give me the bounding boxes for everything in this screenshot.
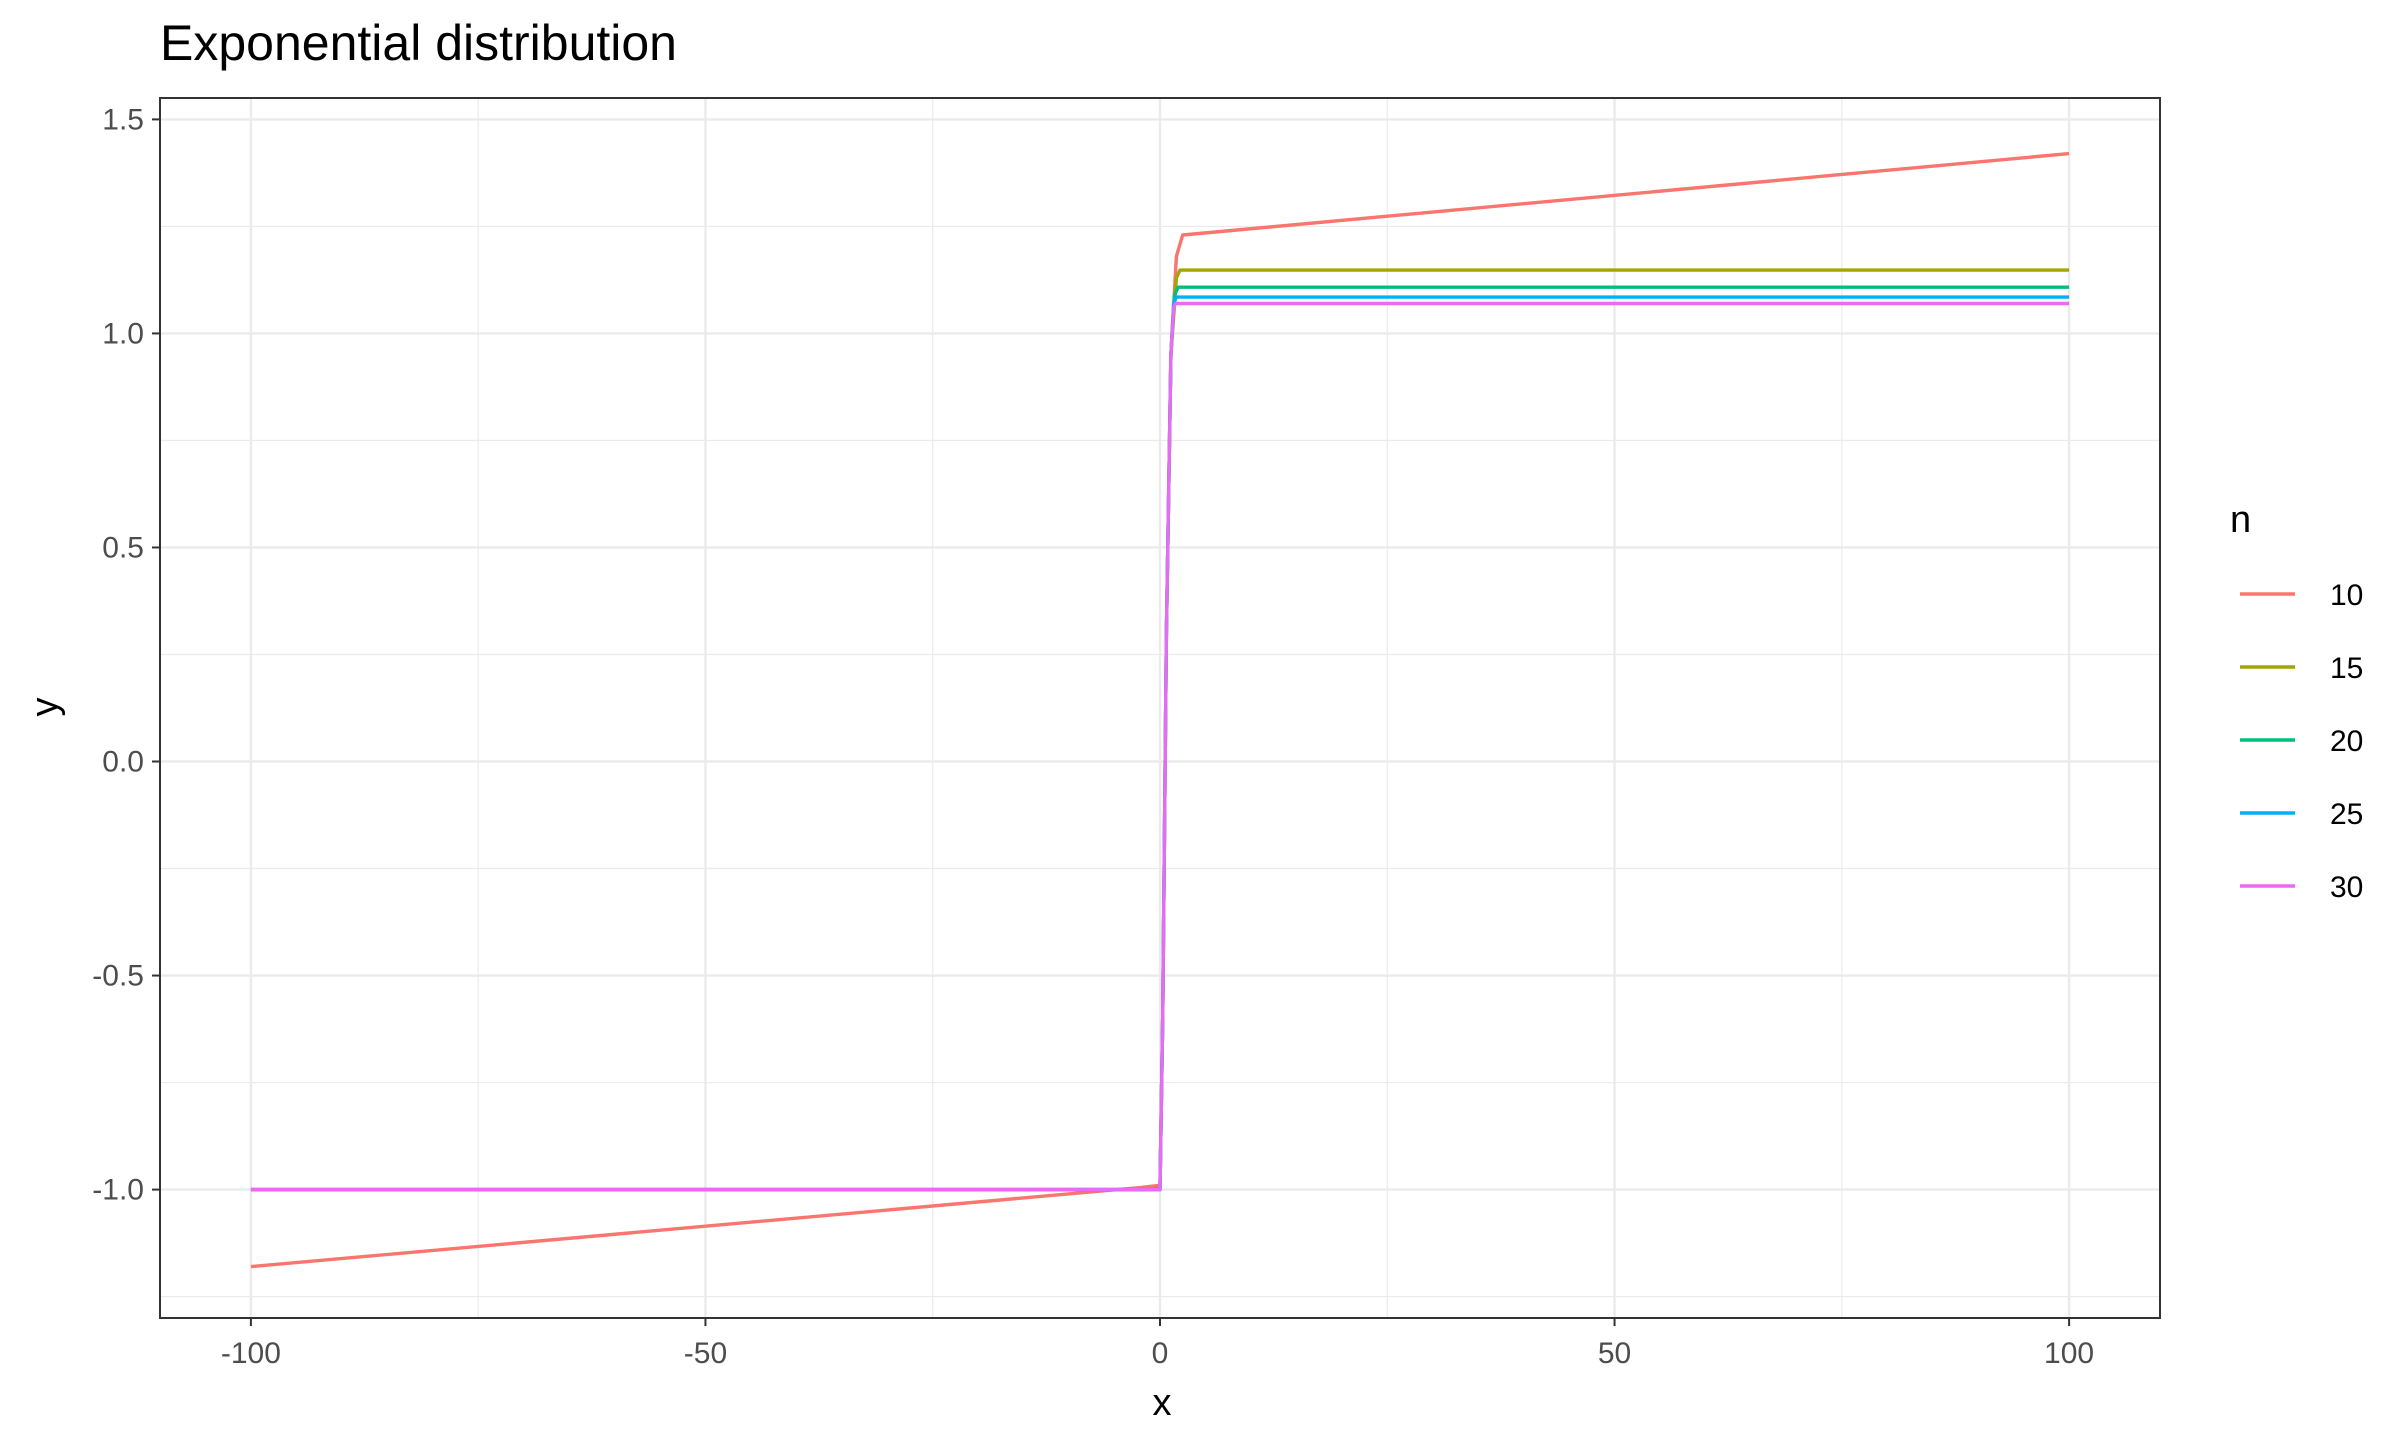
x-tick-label: 100	[2044, 1337, 2094, 1370]
y-tick-label: 0.5	[102, 531, 144, 564]
legend-title: n	[2230, 499, 2251, 541]
y-tick-label: 1.0	[102, 317, 144, 350]
x-tick-label: 0	[1152, 1337, 1169, 1370]
x-tick-label: -100	[221, 1337, 281, 1370]
x-axis-title: x	[1153, 1382, 1172, 1424]
y-tick-label: -0.5	[92, 960, 144, 993]
chart-title: Exponential distribution	[160, 15, 677, 71]
x-axis: -100 -50 0 50 100	[221, 1318, 2094, 1370]
legend: n 10 15 20 25 30	[2230, 499, 2363, 904]
series-line-30	[250, 301, 2070, 1192]
x-tick-label: 50	[1598, 1337, 1631, 1370]
y-tick-label: 1.5	[102, 103, 144, 136]
legend-label-30: 30	[2330, 871, 2363, 904]
y-tick-label: 0.0	[102, 746, 144, 779]
y-axis: -1.0 -0.5 0.0 0.5 1.0 1.5	[92, 103, 160, 1207]
legend-label-20: 20	[2330, 725, 2363, 758]
y-axis-title: y	[24, 698, 66, 717]
legend-label-10: 10	[2330, 579, 2363, 612]
series-lines	[250, 151, 2070, 1269]
y-tick-label: -1.0	[92, 1174, 144, 1207]
grid	[160, 98, 2160, 1318]
x-tick-label: -50	[684, 1337, 727, 1370]
legend-label-15: 15	[2330, 652, 2363, 685]
legend-label-25: 25	[2330, 798, 2363, 831]
